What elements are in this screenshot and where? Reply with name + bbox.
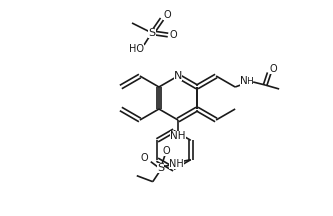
Text: N: N bbox=[240, 76, 248, 86]
Text: O: O bbox=[163, 10, 171, 20]
Text: S: S bbox=[149, 28, 156, 38]
Text: NH: NH bbox=[170, 131, 186, 141]
Text: O: O bbox=[169, 30, 177, 40]
Text: N: N bbox=[174, 71, 182, 81]
Text: O: O bbox=[269, 64, 277, 74]
Text: S: S bbox=[157, 163, 164, 173]
Text: H: H bbox=[246, 76, 252, 86]
Text: HO: HO bbox=[129, 44, 144, 54]
Text: O: O bbox=[163, 146, 170, 156]
Text: NH: NH bbox=[169, 159, 184, 169]
Text: O: O bbox=[141, 153, 149, 163]
